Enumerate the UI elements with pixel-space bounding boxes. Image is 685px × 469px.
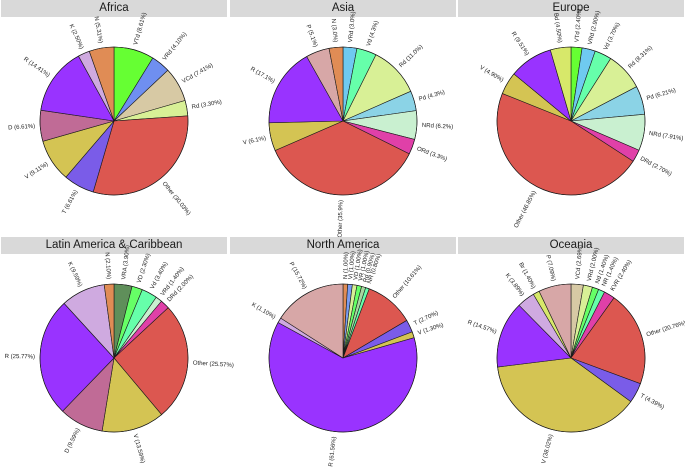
slice-label: T (4.39%) xyxy=(639,393,665,411)
slice-label: Other (35.9%) xyxy=(338,200,345,238)
slice-label: N (5.31%) xyxy=(93,16,103,44)
slice-label: VCd (7.41%) xyxy=(181,63,214,85)
slice-label: Rd (8.31%) xyxy=(628,45,654,70)
pie-chart-oceania: VCd (2.69%) VRd (2.00%)Nd (1.40%)NR (1.40… xyxy=(467,245,685,465)
facet-title: Oceania xyxy=(549,239,593,251)
facet-title: Europe xyxy=(552,2,590,14)
slice-label: K (9.59%) xyxy=(66,261,83,288)
slice-label: K (1.10%) xyxy=(250,302,276,321)
slice-label: VI (1.00%) xyxy=(348,251,357,280)
facet-panel-north-america: North America N (1.00%) VI (1.00%) VD (1.0… xyxy=(230,237,456,469)
slice-label: T (6.61%) xyxy=(62,189,80,215)
slice-label: Rd (11.0%) xyxy=(399,44,425,69)
facet-panel-asia: Asia VRd (3.0%) Vd (4.3%) Rd (11.0%) Pd (4.… xyxy=(230,0,456,238)
slice-label: K (2.50%) xyxy=(68,24,84,51)
slice-label: V (9.11%) xyxy=(24,162,49,181)
pie-outline xyxy=(496,46,646,196)
pie-outline xyxy=(268,46,418,196)
slice-label: Rd (3.30%) xyxy=(191,100,222,111)
slice-label: Br (1.40%) xyxy=(517,262,536,290)
slice-label: Bd (4.50%) xyxy=(552,13,562,44)
slice-label: VCd (2.69%) xyxy=(575,245,584,280)
pie-chart-latin-america: VRA (3.90%) VD (2.30%)Vd (3.40%)VRd (1.40… xyxy=(5,245,234,465)
slice-label: V (4.90%) xyxy=(478,65,504,84)
slice-label: VD (2.30%) xyxy=(137,253,152,284)
slice-label: R (14.41%) xyxy=(22,57,50,79)
slice-label: K (3.89%) xyxy=(504,273,525,298)
facet-title: Asia xyxy=(331,2,355,14)
slice-label: ORd (3.3%) xyxy=(416,146,448,163)
slice-label: Other (25.57%) xyxy=(193,360,234,369)
pie-outline xyxy=(268,283,418,433)
slice-label: Other (20.76%) xyxy=(646,321,685,339)
pie-outline xyxy=(39,283,189,433)
slice-label: N (3.0%) xyxy=(330,19,338,43)
slice-label: Pd (4.3%) xyxy=(418,90,445,103)
facet-strip xyxy=(230,0,456,17)
slice-label: VD (1.00%) xyxy=(353,249,364,281)
slice-label: Other (46.85%) xyxy=(514,190,538,229)
slice-label: DRd (2.70%) xyxy=(639,156,672,178)
facet-strip xyxy=(1,0,227,17)
pie-outline xyxy=(496,283,646,433)
slice-label: Other (30.03%) xyxy=(161,181,191,217)
slice-label: Vd (4.3%) xyxy=(366,20,380,47)
pie-chart-north-america: N (1.00%)VI (1.00%)VD (1.00%)VR (1.00%)R… xyxy=(250,249,444,467)
slice-label: D (6.61%) xyxy=(8,124,35,132)
pie-chart-europe: VTd (2.40%) VRd (2.90%) Vd (3.70%)Rd (8.31… xyxy=(478,8,683,229)
slice-label: NRd (6.2%) xyxy=(422,123,454,131)
pie-chart-africa: VTd (8.61%) VRd (4.10%)VCd (7.41%) Rd (3.3… xyxy=(8,12,222,217)
facet-panel-africa: Africa VTd (8.61%) VRd (4.10%) VCd (7.41%)… xyxy=(1,0,227,232)
slice-label: VTd (8.61%) xyxy=(133,12,148,46)
slice-label: P (5.1%) xyxy=(304,24,318,48)
slice-label: VRd (4.10%) xyxy=(162,32,188,62)
slice-label: VRA (3.90%) xyxy=(121,245,131,280)
pie-outline xyxy=(39,46,189,196)
slice-label: N (1.00%) xyxy=(343,252,350,279)
slice-label: R (9.51%) xyxy=(510,31,530,57)
slice-label: V (1.30%) xyxy=(417,323,444,337)
slice-label: R (25.77%) xyxy=(5,354,35,360)
slice-label: Vd (3.70%) xyxy=(603,22,621,52)
slice-label: V (38.02%) xyxy=(541,434,554,465)
facet-strip xyxy=(458,0,684,17)
pie-chart-asia: VRd (3.0%) Vd (4.3%) Rd (11.0%) Pd (4.3%) NR… xyxy=(243,11,454,237)
slice-label: P (15.72%) xyxy=(288,261,308,290)
facet-strip xyxy=(458,237,684,254)
facet-panel-oceania: Oceania VCd (2.69%) VRd (2.00%) Nd (1.40%)… xyxy=(458,237,685,469)
slice-label: VRd (3.0%) xyxy=(348,11,357,42)
slice-label: R (61.56%) xyxy=(328,436,337,467)
facet-title: Africa xyxy=(99,2,129,14)
facet-strip xyxy=(1,237,227,254)
slice-label: P (7.09%) xyxy=(544,254,556,281)
slice-label: R (17.1%) xyxy=(249,66,275,85)
slice-label: Other (10.61%) xyxy=(392,265,423,300)
facet-strip xyxy=(230,237,456,254)
slice-label: V (13.59%) xyxy=(132,434,146,465)
slice-label: Pd (6.21%) xyxy=(646,88,676,102)
slice-label: NRd (7.91%) xyxy=(648,131,683,142)
slice-label: D (9.59%) xyxy=(64,428,81,455)
slice-label: N (2.10%) xyxy=(103,252,111,279)
slice-label: VTd (2.40%) xyxy=(575,8,584,42)
slice-label: V (6.1%) xyxy=(243,136,267,147)
slice-label: R (14.57%) xyxy=(467,320,498,336)
facet-title: Latin America & Caribbean xyxy=(45,239,183,251)
facet-panel-latin-america: Latin America & Caribbean VRA (3.90%) VD … xyxy=(1,237,234,469)
facet-title: North America xyxy=(306,239,380,251)
facet-panel-europe: Europe VTd (2.40%) VRd (2.90%) Vd (3.70%) R… xyxy=(458,0,684,232)
